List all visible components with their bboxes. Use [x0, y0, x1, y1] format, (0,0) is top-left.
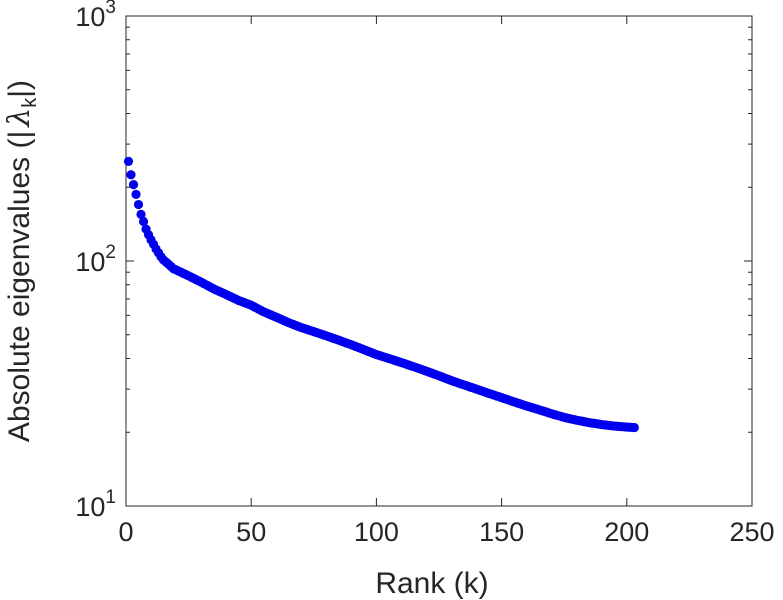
y-tick-label-base: 10: [75, 2, 105, 32]
y-tick-label-exponent: 1: [105, 487, 116, 508]
y-tick-label: 102: [75, 242, 116, 277]
data-point: [136, 209, 146, 219]
x-tick-label: 100: [354, 517, 399, 547]
axis-ticks: [125, 15, 753, 507]
plot-frame: [125, 15, 753, 507]
y-axis-label-prefix: Absolute eigenvalues (|: [3, 131, 36, 442]
y-tick-label-exponent: 3: [105, 0, 116, 18]
data-point: [133, 199, 144, 210]
y-tick-label-base: 10: [75, 247, 105, 277]
x-tick-label: 150: [479, 517, 524, 547]
x-axis-label: Rank (k): [375, 567, 488, 600]
data-point: [138, 216, 149, 227]
y-axis-label-suffix: |): [3, 80, 36, 98]
lambda-symbol: λ: [2, 108, 37, 128]
data-point: [629, 422, 639, 433]
data-point: [128, 180, 139, 190]
axes-box: [125, 15, 753, 507]
data-points: [123, 156, 639, 433]
y-axis-label-subscript: k: [19, 97, 41, 108]
x-tick-label: 50: [236, 517, 266, 547]
y-tick-label: 103: [75, 0, 116, 32]
y-axis-label: Absolute eigenvalues (| λk|): [2, 80, 41, 442]
x-tick-label: 0: [118, 517, 133, 547]
data-point: [126, 170, 136, 180]
y-tick-label-base: 10: [75, 492, 105, 522]
y-tick-label-exponent: 2: [105, 242, 116, 263]
data-point: [131, 189, 141, 199]
data-point: [123, 156, 134, 166]
x-tick-label: 250: [729, 517, 774, 547]
y-tick-label: 101: [75, 487, 116, 522]
x-tick-label: 200: [604, 517, 649, 547]
